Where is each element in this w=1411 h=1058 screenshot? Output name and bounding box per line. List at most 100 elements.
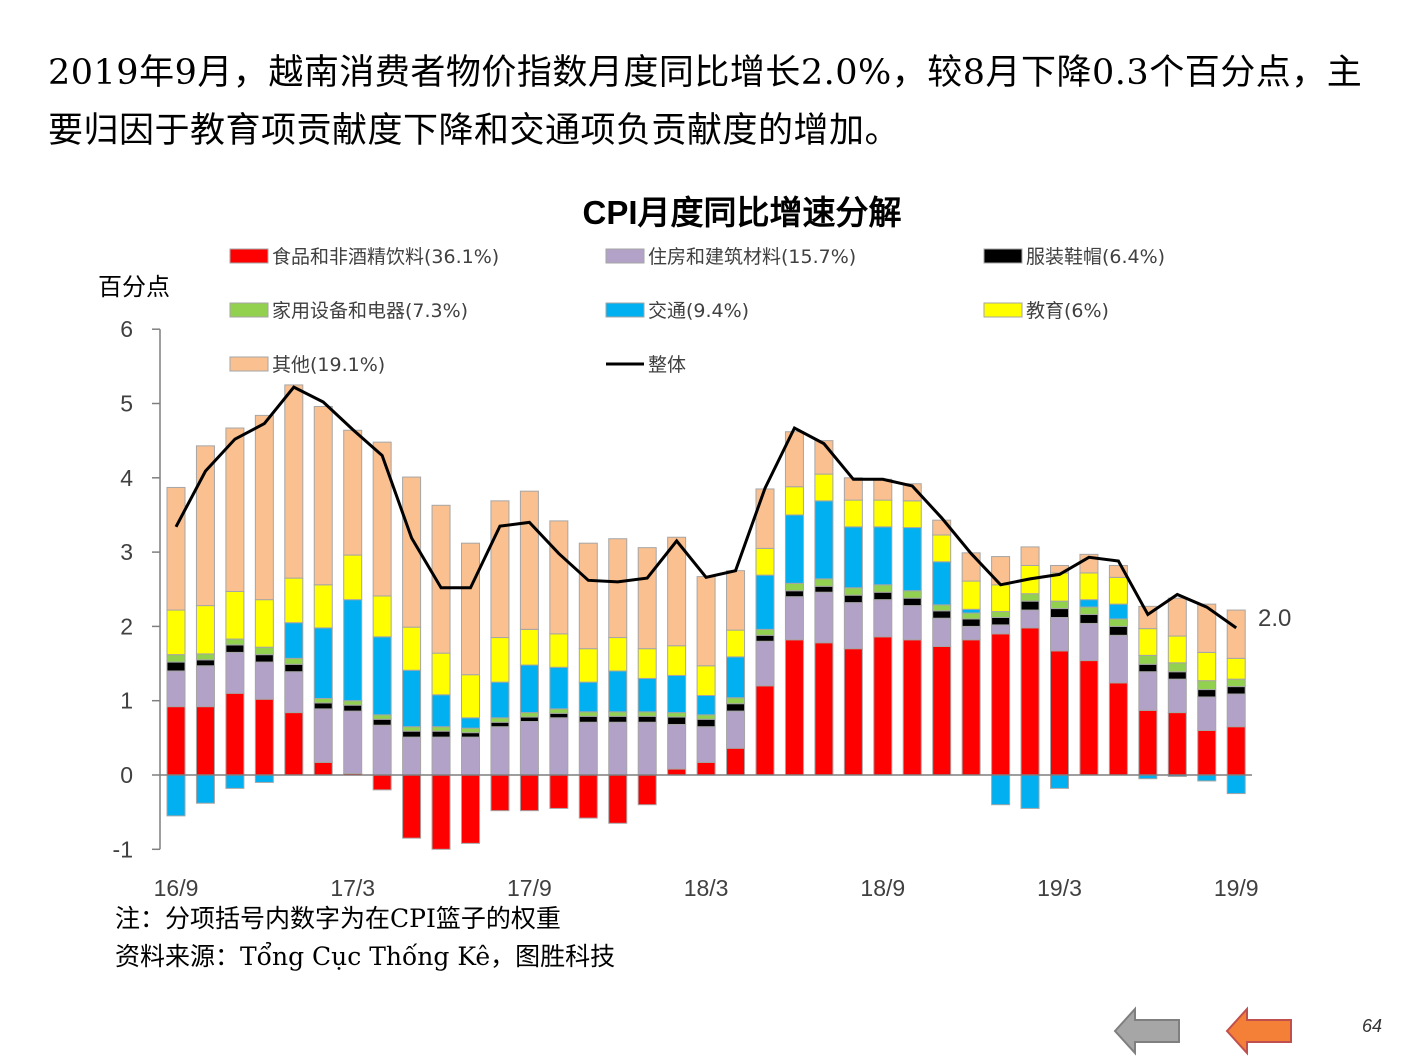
bar-segment bbox=[755, 685, 775, 776]
bar-segment bbox=[961, 580, 981, 610]
bar-segment bbox=[873, 584, 893, 593]
bar-segment bbox=[1138, 663, 1158, 673]
bar-segment bbox=[461, 542, 480, 676]
bar-segment bbox=[726, 656, 746, 699]
bar-segment bbox=[814, 473, 834, 502]
bar-segment bbox=[195, 665, 215, 708]
bar-segment bbox=[166, 486, 186, 611]
bar-segment bbox=[637, 648, 657, 679]
bar-segment bbox=[578, 648, 598, 683]
bar-segment bbox=[667, 716, 687, 725]
bar-segment bbox=[461, 774, 480, 844]
bar-segment bbox=[755, 640, 775, 687]
y-tick-label: 5 bbox=[120, 391, 133, 417]
bar-segment bbox=[1197, 689, 1217, 698]
bar-segment bbox=[1138, 709, 1158, 776]
bar-segment bbox=[372, 718, 392, 726]
x-tick-label: 16/9 bbox=[154, 875, 199, 900]
bar-segment bbox=[1226, 726, 1246, 776]
bar-segment bbox=[784, 514, 804, 584]
bar-segment bbox=[313, 405, 333, 586]
bar-segment bbox=[254, 698, 274, 776]
bar-segment bbox=[1108, 603, 1128, 620]
bar-segment bbox=[902, 483, 922, 502]
legend-swatch bbox=[605, 302, 645, 318]
bar-segment bbox=[1079, 606, 1099, 616]
bar-segment bbox=[1050, 608, 1069, 618]
bar-segment bbox=[284, 657, 304, 665]
bar-segment bbox=[313, 708, 333, 763]
bar-segment bbox=[1020, 593, 1040, 602]
bar-segment bbox=[667, 723, 687, 770]
bar-segment bbox=[1167, 712, 1187, 776]
bar-segment bbox=[1108, 625, 1128, 636]
bar-segment bbox=[402, 626, 422, 671]
intro-paragraph: 2019年9月，越南消费者物价指数月度同比增长2.0%，较8月下降0.3个百分点… bbox=[48, 53, 1363, 151]
bar-segment bbox=[254, 661, 274, 700]
bar-segment bbox=[519, 664, 539, 714]
overall-cpi-line bbox=[174, 385, 1238, 630]
bar-segment bbox=[1167, 671, 1187, 680]
bar-segment bbox=[431, 652, 451, 696]
bar-segment bbox=[549, 774, 569, 809]
bar-segment bbox=[902, 590, 922, 599]
bar-segment bbox=[372, 724, 392, 776]
bar-segment bbox=[1108, 634, 1128, 684]
bar-segment bbox=[313, 627, 333, 699]
bar-segment bbox=[166, 654, 186, 663]
next-page-button[interactable] bbox=[1225, 1006, 1295, 1056]
bar-segment bbox=[431, 726, 451, 732]
bar-segment bbox=[284, 622, 304, 659]
bar-segment bbox=[461, 717, 480, 729]
legend-swatch bbox=[229, 302, 269, 318]
bar-segment bbox=[1108, 618, 1128, 627]
bar-segment bbox=[1079, 572, 1099, 601]
y-tick-label: 2 bbox=[120, 613, 133, 639]
bar-segment bbox=[784, 486, 804, 516]
bar-segment bbox=[284, 577, 304, 624]
bar-segment bbox=[284, 671, 304, 714]
bar-segment bbox=[608, 711, 628, 717]
bar-segment bbox=[961, 625, 981, 641]
bar-segment bbox=[284, 384, 304, 579]
bar-segment bbox=[343, 710, 363, 775]
y-tick-label: 0 bbox=[120, 762, 133, 788]
bar-segment bbox=[431, 694, 451, 728]
bar-segment bbox=[1020, 600, 1040, 611]
bar-segment bbox=[343, 704, 363, 712]
bar-segment bbox=[1079, 622, 1099, 662]
bar-segment bbox=[519, 712, 539, 718]
bar-segment bbox=[1226, 678, 1246, 688]
bar-segment bbox=[1108, 576, 1128, 605]
bar-segment bbox=[1050, 650, 1069, 776]
left-arrow-icon bbox=[1113, 1006, 1180, 1056]
bar-segment bbox=[578, 681, 598, 713]
x-tick-label: 17/3 bbox=[330, 875, 375, 900]
bar-segment bbox=[402, 726, 422, 732]
bar-segment bbox=[1050, 616, 1069, 652]
bar-segment bbox=[1138, 671, 1158, 711]
legend-swatch bbox=[229, 356, 269, 372]
bar-segment bbox=[608, 637, 628, 672]
bar-segment bbox=[961, 612, 981, 620]
bar-segment bbox=[519, 721, 539, 776]
bar-segment bbox=[873, 478, 893, 501]
bar-segment bbox=[932, 604, 952, 612]
bar-segment bbox=[578, 711, 598, 717]
bar-segment bbox=[902, 639, 922, 776]
bar-segment bbox=[696, 714, 716, 720]
bar-segment bbox=[1226, 693, 1246, 728]
bar-segment bbox=[726, 570, 746, 631]
bar-segment bbox=[254, 774, 274, 783]
bar-segment bbox=[1138, 628, 1158, 656]
x-tick-label: 17/9 bbox=[507, 875, 552, 900]
prev-page-button[interactable] bbox=[1113, 1006, 1183, 1056]
bar-segment bbox=[490, 681, 510, 719]
bar-segment bbox=[254, 654, 274, 663]
bar-segment bbox=[225, 590, 245, 640]
bar-segment bbox=[637, 774, 657, 806]
bar-segment bbox=[696, 718, 716, 728]
bar-segment bbox=[578, 774, 598, 819]
page-number: 64 bbox=[1362, 1016, 1383, 1036]
bar-segment bbox=[461, 736, 480, 776]
